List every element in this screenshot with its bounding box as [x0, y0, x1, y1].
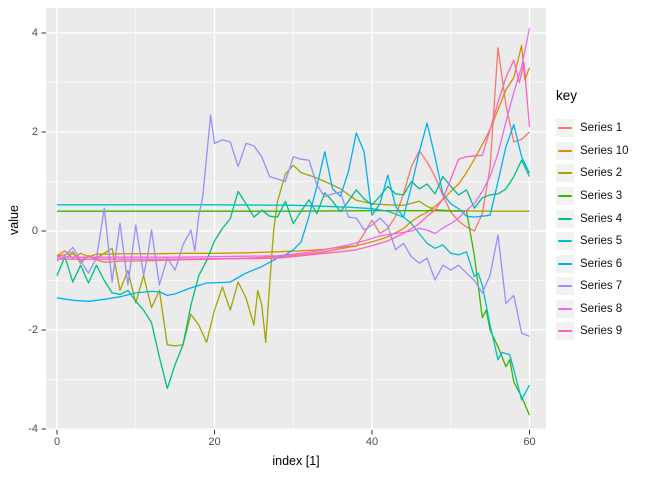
legend-label: Series 8 [580, 302, 623, 315]
series-line-series-8 [57, 27, 531, 258]
legend-title: key [556, 88, 578, 103]
legend-key-line [558, 195, 572, 197]
series-line-series-4 [56, 159, 531, 390]
legend-label: Series 10 [580, 144, 629, 157]
x-tick-label: 0 [53, 436, 61, 448]
series-line-series-9 [57, 59, 531, 260]
y-tick-label: -4 [28, 422, 38, 435]
legend-key-swatch [556, 209, 574, 228]
legend-key-swatch [556, 164, 574, 183]
y-tick-label: 4 [31, 26, 38, 39]
legend-key-swatch [556, 299, 574, 318]
legend-label: Series 7 [580, 280, 623, 293]
legend-key-swatch [556, 187, 574, 205]
legend-key-swatch [556, 232, 574, 251]
legend-key-line [558, 217, 572, 220]
series-line-series-2 [56, 164, 530, 347]
x-tick-label: 40 [365, 436, 379, 448]
series-line-series-3 [57, 210, 531, 416]
y-tick-label: 2 [31, 125, 38, 138]
series-line-series-7 [56, 114, 530, 337]
y-tick-label: -2 [28, 323, 38, 336]
y-tick-label: 0 [31, 224, 38, 237]
legend-key-line [558, 149, 572, 152]
series-line-series-5 [57, 204, 531, 401]
legend: key Series 1 Series 10 Series 2 Series 3 Ser… [555, 88, 672, 341]
legend-key-line [558, 240, 572, 243]
legend-key-line [558, 307, 572, 310]
legend-key-line [558, 127, 572, 130]
y-axis-title: value [7, 205, 21, 235]
legend-key-swatch [556, 254, 574, 273]
legend-key-swatch [556, 119, 574, 138]
legend-label: Series 4 [580, 212, 623, 225]
legend-key-line [558, 330, 572, 333]
legend-key-line [558, 285, 572, 288]
legend-key-swatch [556, 141, 574, 160]
legend-label: Series 6 [580, 257, 623, 270]
legend-key-line [558, 262, 572, 265]
legend-key-swatch [556, 322, 574, 341]
legend-label: Series 2 [580, 167, 623, 180]
legend-key-swatch [556, 277, 574, 296]
series-line-series-6 [56, 122, 531, 302]
x-axis-title: index [1] [272, 454, 320, 468]
legend-label: Series 3 [580, 190, 623, 202]
legend-label: Series 1 [580, 122, 623, 135]
legend-key-line [558, 172, 572, 175]
legend-label: Series 9 [580, 325, 623, 338]
x-tick-label: 20 [208, 436, 221, 448]
legend-label: Series 5 [580, 235, 623, 248]
x-tick-label: 60 [523, 436, 536, 448]
